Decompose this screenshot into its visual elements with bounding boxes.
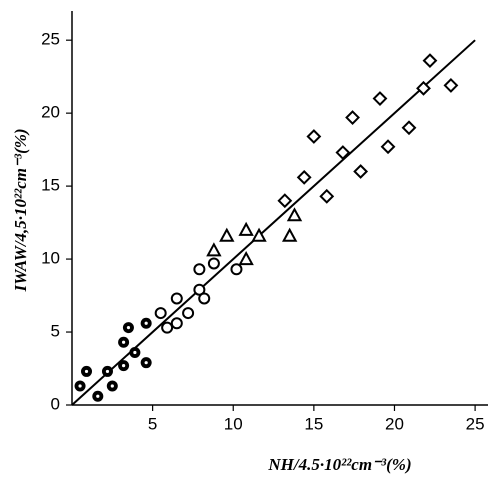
y-tick-label: 0 bbox=[51, 394, 60, 413]
point bbox=[443, 78, 459, 93]
point bbox=[219, 227, 235, 242]
point bbox=[306, 129, 322, 144]
point bbox=[251, 227, 267, 242]
x-tick-label: 25 bbox=[466, 414, 485, 433]
point bbox=[118, 336, 130, 348]
point bbox=[101, 365, 113, 377]
point bbox=[118, 360, 130, 372]
point bbox=[129, 346, 141, 358]
point bbox=[106, 380, 118, 392]
point bbox=[353, 164, 369, 179]
point bbox=[122, 322, 134, 334]
x-tick-label: 5 bbox=[148, 414, 157, 433]
x-axis-label: NH/4.5·10²²cm⁻³(%) bbox=[267, 455, 411, 474]
point bbox=[193, 263, 206, 276]
point bbox=[206, 242, 222, 257]
point bbox=[140, 357, 152, 369]
point bbox=[372, 91, 388, 106]
point bbox=[81, 365, 93, 377]
y-tick-label: 15 bbox=[41, 176, 60, 195]
x-tick-label: 15 bbox=[304, 414, 323, 433]
y-tick-label: 10 bbox=[41, 249, 60, 268]
point bbox=[296, 169, 312, 185]
point bbox=[380, 139, 396, 155]
point bbox=[182, 307, 195, 320]
point bbox=[92, 390, 104, 402]
point bbox=[416, 80, 431, 96]
x-tick-label: 20 bbox=[385, 414, 404, 433]
point bbox=[238, 221, 254, 236]
point bbox=[230, 263, 243, 276]
point bbox=[154, 307, 167, 320]
point bbox=[401, 120, 417, 136]
point bbox=[74, 380, 86, 392]
point bbox=[335, 145, 351, 160]
point bbox=[286, 207, 303, 222]
y-tick-label: 5 bbox=[51, 322, 60, 341]
point bbox=[170, 317, 183, 330]
point bbox=[140, 317, 152, 329]
point bbox=[277, 193, 293, 209]
x-tick-label: 10 bbox=[224, 414, 243, 433]
point bbox=[319, 188, 335, 204]
point bbox=[161, 321, 174, 334]
point bbox=[422, 53, 438, 69]
point bbox=[198, 292, 211, 305]
point bbox=[238, 250, 254, 266]
point bbox=[170, 292, 183, 305]
point bbox=[193, 283, 206, 296]
point bbox=[207, 257, 220, 270]
point bbox=[281, 227, 298, 242]
point bbox=[345, 110, 360, 125]
trend-line bbox=[71, 39, 476, 406]
y-axis-label: IWAW/4,5·10²²cm⁻³(%) bbox=[11, 128, 30, 292]
y-tick-label: 25 bbox=[41, 30, 60, 49]
y-tick-label: 20 bbox=[41, 103, 60, 122]
